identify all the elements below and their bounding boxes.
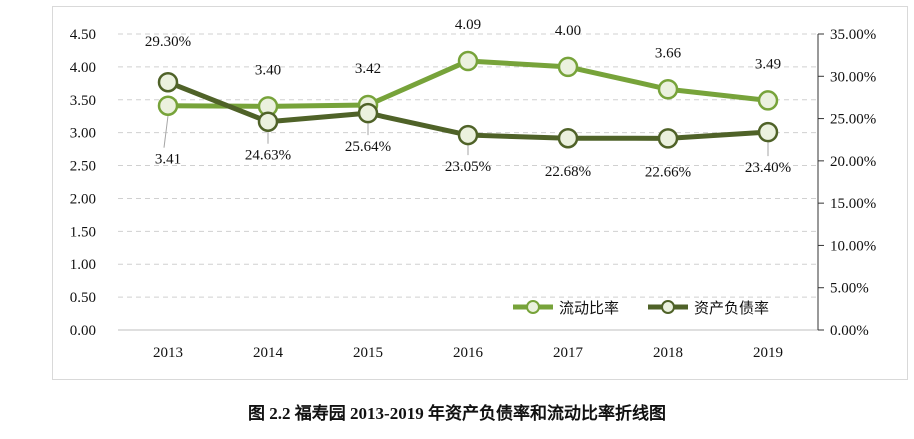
data-label: 29.30% [145, 34, 191, 50]
legend-marker [661, 300, 675, 314]
data-label: 3.40 [255, 62, 281, 78]
chart-frame [52, 6, 908, 380]
data-point [157, 95, 179, 116]
y-right-tick-label: 5.00% [830, 281, 869, 297]
x-tick-label: 2013 [153, 345, 183, 361]
data-label: 4.09 [455, 17, 481, 33]
data-point [257, 111, 279, 132]
x-tick-label: 2019 [753, 345, 783, 361]
y-left-tick-label: 3.00 [70, 126, 96, 142]
data-label: 4.00 [555, 23, 581, 39]
y-right-tick-label: 0.00% [830, 323, 869, 339]
data-label: 25.64% [345, 139, 391, 155]
y-left-tick-label: 2.50 [70, 159, 96, 175]
x-tick-label: 2017 [553, 345, 584, 361]
legend-label: 资产负债率 [694, 299, 769, 317]
figure-caption: 图 2.2 福寿园 2013-2019 年资产负债率和流动比率折线图 [248, 404, 666, 423]
y-right-tick-label: 10.00% [830, 238, 876, 254]
y-left-tick-label: 0.50 [70, 290, 96, 306]
y-left-tick-label: 4.00 [70, 60, 96, 76]
data-label: 3.66 [655, 45, 682, 61]
x-tick-label: 2014 [253, 345, 284, 361]
y-right-tick-label: 30.00% [830, 69, 876, 85]
legend-label: 流动比率 [559, 299, 619, 317]
x-tick-label: 2018 [653, 345, 683, 361]
y-left-tick-label: 1.00 [70, 257, 96, 273]
data-point [757, 90, 779, 111]
data-point [157, 71, 179, 93]
x-tick-label: 2015 [353, 345, 383, 361]
y-right-tick-label: 15.00% [830, 196, 876, 212]
data-point [457, 124, 479, 146]
data-label: 23.05% [445, 159, 491, 175]
data-point [557, 56, 579, 78]
y-left-tick-label: 3.50 [70, 93, 96, 109]
y-right-tick-label: 35.00% [830, 27, 876, 43]
data-label: 3.49 [755, 56, 781, 72]
data-point [557, 127, 579, 149]
y-right-tick-label: 25.00% [830, 112, 876, 128]
data-point [357, 102, 379, 124]
y-left-tick-label: 4.50 [70, 27, 96, 43]
y-left-tick-label: 1.50 [70, 224, 96, 240]
line-chart: 0.00 0.50 1.00 1.50 2.00 2.50 3.00 3.50 4.00 4.50… [70, 17, 877, 361]
data-point [457, 50, 479, 72]
leader-line [163, 115, 169, 148]
y-left-tick-label: 2.00 [70, 191, 96, 207]
data-label: 22.68% [545, 164, 591, 180]
legend-marker [526, 300, 540, 314]
data-label: 24.63% [245, 148, 291, 164]
data-point [757, 121, 779, 143]
x-tick-label: 2016 [453, 345, 484, 361]
data-point [657, 128, 679, 149]
y-right-tick-label: 20.00% [830, 154, 876, 170]
data-label: 3.42 [355, 61, 381, 77]
data-label: 3.41 [155, 152, 181, 168]
data-label: 23.40% [745, 160, 791, 176]
y-left-tick-label: 0.00 [70, 323, 96, 339]
data-label: 22.66% [645, 164, 691, 180]
data-point [657, 79, 679, 100]
